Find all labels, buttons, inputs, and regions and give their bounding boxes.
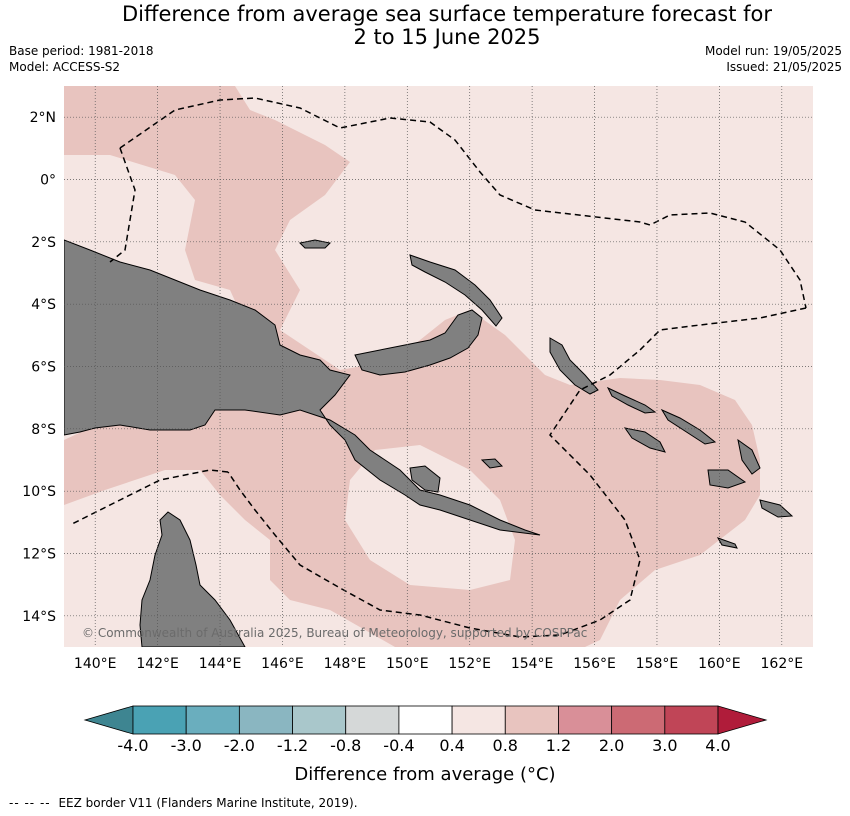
title-line-1: Difference from average sea surface temp… bbox=[122, 2, 772, 26]
footnote: -- -- -- EEZ border V11 (Flanders Marine… bbox=[9, 796, 358, 810]
lat-tick-label: 8°S bbox=[31, 422, 56, 438]
lon-tick-label: 162°E bbox=[761, 656, 804, 672]
colorbar-swatch bbox=[504, 705, 559, 735]
land-solomon-3 bbox=[623, 427, 666, 453]
land-solomon-5 bbox=[707, 469, 747, 489]
copyright-notice: © Commonwealth of Australia 2025, Bureau… bbox=[82, 626, 587, 640]
longitude-tick-labels: 140°E 142°E 144°E 146°E 148°E 150°E 152°E 154°E… bbox=[74, 656, 803, 672]
land-new-ireland bbox=[409, 254, 503, 327]
lon-tick-label: 150°E bbox=[386, 656, 429, 672]
colorbar-swatch bbox=[611, 705, 666, 735]
land-solomon-2 bbox=[660, 408, 717, 445]
land-new-guinea bbox=[64, 239, 541, 536]
colorbar-swatch bbox=[451, 705, 506, 735]
lat-tick-label: 2°S bbox=[31, 235, 56, 251]
lon-tick-label: 140°E bbox=[74, 656, 117, 672]
colorbar-tick-label: 4.0 bbox=[705, 736, 730, 755]
model-name: Model: ACCESS-S2 bbox=[9, 60, 121, 74]
model-run: Model run: 19/05/2025 bbox=[704, 44, 842, 58]
map-title: Difference from average sea surface temp… bbox=[0, 3, 850, 49]
colorbar-labels: -4.0 -3.0 -2.0 -1.2 -0.8 -0.4 0.4 0.8 1.2 2.0 3.0 4… bbox=[117, 736, 730, 755]
colorbar bbox=[83, 705, 768, 735]
colorbar-tick-label: -1.2 bbox=[277, 736, 308, 755]
lat-tick-label: 6°S bbox=[31, 360, 56, 376]
lon-tick-label: 158°E bbox=[636, 656, 679, 672]
colorbar-swatch bbox=[398, 705, 453, 735]
colorbar-tick-label: -2.0 bbox=[224, 736, 255, 755]
meta-right: Model run: 19/05/2025 Issued: 21/05/2025 bbox=[705, 43, 842, 75]
colorbar-tick-label: -4.0 bbox=[117, 736, 148, 755]
anomaly-band-south-right bbox=[680, 640, 730, 647]
base-period: Base period: 1981-2018 bbox=[9, 44, 154, 58]
lon-tick-label: 142°E bbox=[136, 656, 179, 672]
title-line-2: 2 to 15 June 2025 bbox=[353, 25, 541, 49]
colorbar-tick-label: 0.8 bbox=[493, 736, 518, 755]
colorbar-tick-label: 1.2 bbox=[546, 736, 571, 755]
colorbar-swatch bbox=[238, 705, 293, 735]
lon-tick-label: 160°E bbox=[698, 656, 741, 672]
lon-tick-label: 154°E bbox=[511, 656, 554, 672]
lat-tick-label: 10°S bbox=[22, 484, 56, 500]
colorbar-extend-high bbox=[717, 705, 768, 735]
colorbar-tick-label: 3.0 bbox=[652, 736, 677, 755]
lat-tick-label: 0° bbox=[40, 173, 56, 189]
lat-tick-label: 2°N bbox=[30, 110, 56, 126]
graticule bbox=[64, 86, 813, 647]
colorbar-extend-low bbox=[83, 705, 134, 735]
lon-tick-label: 144°E bbox=[199, 656, 242, 672]
land-solomon-7 bbox=[716, 537, 738, 549]
eez-borders bbox=[69, 97, 807, 638]
lat-tick-label: 14°S bbox=[22, 609, 56, 625]
colorbar-swatch bbox=[185, 705, 240, 735]
colorbar-tick-label: 0.4 bbox=[439, 736, 464, 755]
land-australia bbox=[139, 511, 246, 647]
lon-tick-label: 152°E bbox=[448, 656, 491, 672]
colorbar-tick-label: -3.0 bbox=[171, 736, 202, 755]
land-bougainville bbox=[549, 337, 599, 395]
colorbar-tick-label: -0.4 bbox=[383, 736, 414, 755]
map-plot-area: © Commonwealth of Australia 2025, Bureau… bbox=[64, 86, 813, 647]
eez-legend-dashes: -- -- -- bbox=[9, 796, 51, 810]
colorbar-swatch bbox=[664, 705, 719, 735]
colorbar-tick-label: 2.0 bbox=[599, 736, 624, 755]
lon-tick-label: 156°E bbox=[573, 656, 616, 672]
meta-left: Base period: 1981-2018 Model: ACCESS-S2 bbox=[9, 43, 154, 75]
eez-legend-text: EEZ border V11 (Flanders Marine Institut… bbox=[58, 796, 358, 810]
colorbar-swatch bbox=[345, 705, 400, 735]
colorbar-swatch bbox=[132, 705, 187, 735]
lon-tick-label: 148°E bbox=[324, 656, 367, 672]
lat-tick-label: 4°S bbox=[31, 297, 56, 313]
land-solomon-6 bbox=[759, 499, 794, 518]
colorbar-swatch bbox=[558, 705, 613, 735]
lat-tick-label: 12°S bbox=[22, 547, 56, 563]
colorbar-tick-label: -0.8 bbox=[330, 736, 361, 755]
land-new-britain bbox=[354, 309, 483, 376]
land-solomon-4 bbox=[737, 438, 761, 475]
land-woodlark bbox=[480, 458, 504, 469]
latitude-tick-labels: 2°N 0° 2°S 4°S 6°S 8°S 10°S 12°S 14°S bbox=[22, 110, 56, 625]
land-solomon-1 bbox=[606, 386, 657, 414]
issued-date: Issued: 21/05/2025 bbox=[726, 60, 842, 74]
lon-tick-label: 146°E bbox=[261, 656, 304, 672]
colorbar-swatch bbox=[292, 705, 347, 735]
forecast-map: © Commonwealth of Australia 2025, Bureau… bbox=[22, 86, 813, 785]
colorbar-title: Difference from average (°C) bbox=[294, 764, 555, 785]
land-dentrecasteaux bbox=[409, 465, 441, 493]
